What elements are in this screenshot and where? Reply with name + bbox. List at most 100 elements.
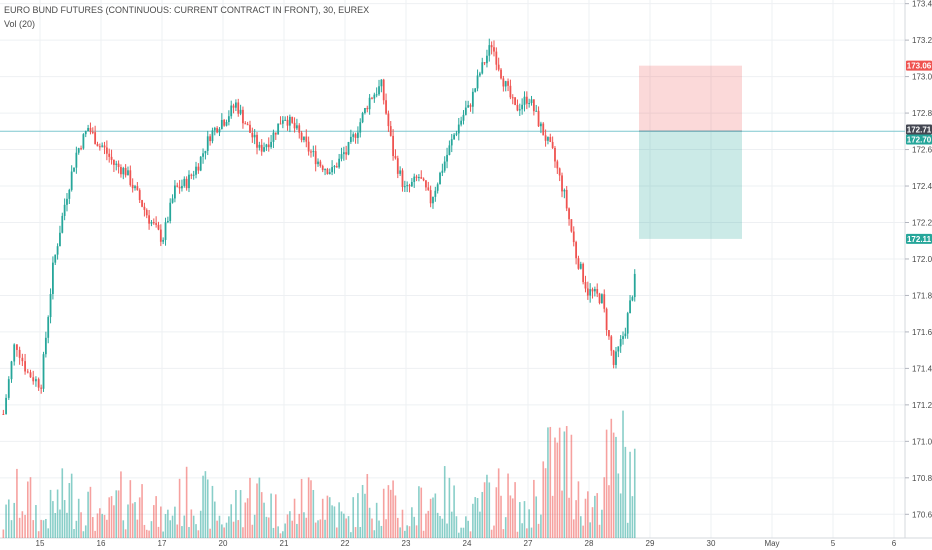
volume-bar <box>284 523 286 538</box>
volume-bar <box>488 482 491 538</box>
volume-bar <box>270 493 272 538</box>
volume-bar <box>197 530 200 538</box>
volume-bar <box>298 513 301 538</box>
volume-bar <box>624 446 627 538</box>
candle-body <box>385 100 387 114</box>
candle-body <box>345 152 348 155</box>
candle-body <box>80 148 82 150</box>
volume-bar <box>310 480 312 538</box>
candle-body <box>37 379 40 388</box>
volume-bar <box>249 477 251 538</box>
candle-body <box>518 109 521 111</box>
volume-bar <box>561 490 563 538</box>
volume-bar <box>483 482 486 538</box>
volume-bar <box>434 493 437 538</box>
price-tick-label: 172.00 <box>912 255 932 264</box>
candle-body <box>593 288 596 292</box>
volume-bar <box>134 502 136 538</box>
price-tick-label: 172.60 <box>912 146 932 155</box>
volume-bar <box>401 509 404 538</box>
candle-body <box>108 153 111 157</box>
volume-bar <box>587 491 589 538</box>
volume-bar <box>579 516 582 538</box>
candle-body <box>591 289 594 292</box>
time-tick-label: 29 <box>646 539 655 548</box>
time-tick-label: 21 <box>280 539 289 548</box>
volume-bar <box>141 484 143 538</box>
price-badge-label: 172.11 <box>907 235 932 244</box>
volume-bar <box>157 526 160 538</box>
volume-bar <box>80 512 82 538</box>
volume-bar <box>570 434 573 538</box>
volume-bar <box>29 477 32 538</box>
volume-bar <box>354 527 357 538</box>
volume-bar <box>526 528 528 538</box>
candle-body <box>63 204 66 216</box>
price-badge <box>906 134 932 145</box>
volume-bar <box>192 515 195 538</box>
volume-bar <box>507 473 509 538</box>
volume-bar <box>277 526 279 538</box>
volume-bar <box>223 527 225 538</box>
candle-body <box>124 167 127 176</box>
time-tick-label: 28 <box>585 539 594 548</box>
volume-bar <box>216 520 218 538</box>
volume-bar <box>120 471 122 538</box>
volume-bar <box>533 479 535 538</box>
candle-body <box>103 145 106 148</box>
candle-body <box>68 189 71 199</box>
volume-bar <box>129 480 132 538</box>
candle-body <box>392 135 394 157</box>
volume-bar <box>206 479 209 538</box>
volume-bar <box>572 519 575 538</box>
volume-bar <box>176 524 179 538</box>
candle-body <box>378 86 380 95</box>
candle-body <box>162 239 165 242</box>
volume-bar <box>408 526 411 538</box>
volume-bar <box>476 498 479 538</box>
candle-body <box>171 198 174 203</box>
candle-body <box>335 166 338 168</box>
candle-body <box>213 127 216 131</box>
price-tick-label: 173.40 <box>912 0 932 9</box>
candle-body <box>439 172 441 185</box>
volume-bar <box>631 496 634 538</box>
candle-body <box>89 127 92 132</box>
candle-body <box>624 333 627 337</box>
volume-bar <box>253 514 256 538</box>
candle-body <box>615 351 617 365</box>
volume-bar <box>589 522 591 538</box>
candle-body <box>514 97 516 105</box>
candle-body <box>44 337 47 355</box>
volume-bar <box>504 517 507 538</box>
volume-bar <box>493 525 495 538</box>
volume-bar <box>359 526 362 538</box>
price-tick-label: 173.00 <box>912 73 932 82</box>
price-tick-label: 170.60 <box>912 510 932 519</box>
candle-body <box>427 187 430 191</box>
volume-bar <box>328 497 331 538</box>
candle-body <box>455 133 458 135</box>
candle-body <box>547 137 549 141</box>
candle-body <box>127 170 129 176</box>
volume-bar <box>164 514 167 538</box>
candle-body <box>225 122 228 126</box>
candle-body <box>303 136 305 141</box>
candle-body <box>568 208 570 220</box>
candle-body <box>174 185 176 199</box>
volume-bar <box>439 515 441 538</box>
volume-bar <box>446 523 448 538</box>
candle-body <box>406 185 409 187</box>
volume-bar <box>258 477 261 538</box>
candle-body <box>453 134 455 140</box>
volume-bar <box>521 523 523 538</box>
candle-body <box>333 166 336 168</box>
candle-body <box>115 163 118 165</box>
volume-bar <box>188 527 190 538</box>
volume-bar <box>523 501 526 538</box>
volume-bar <box>279 533 282 538</box>
candle-body <box>84 131 87 135</box>
volume-bar <box>143 524 146 538</box>
volume-bar <box>82 531 85 538</box>
